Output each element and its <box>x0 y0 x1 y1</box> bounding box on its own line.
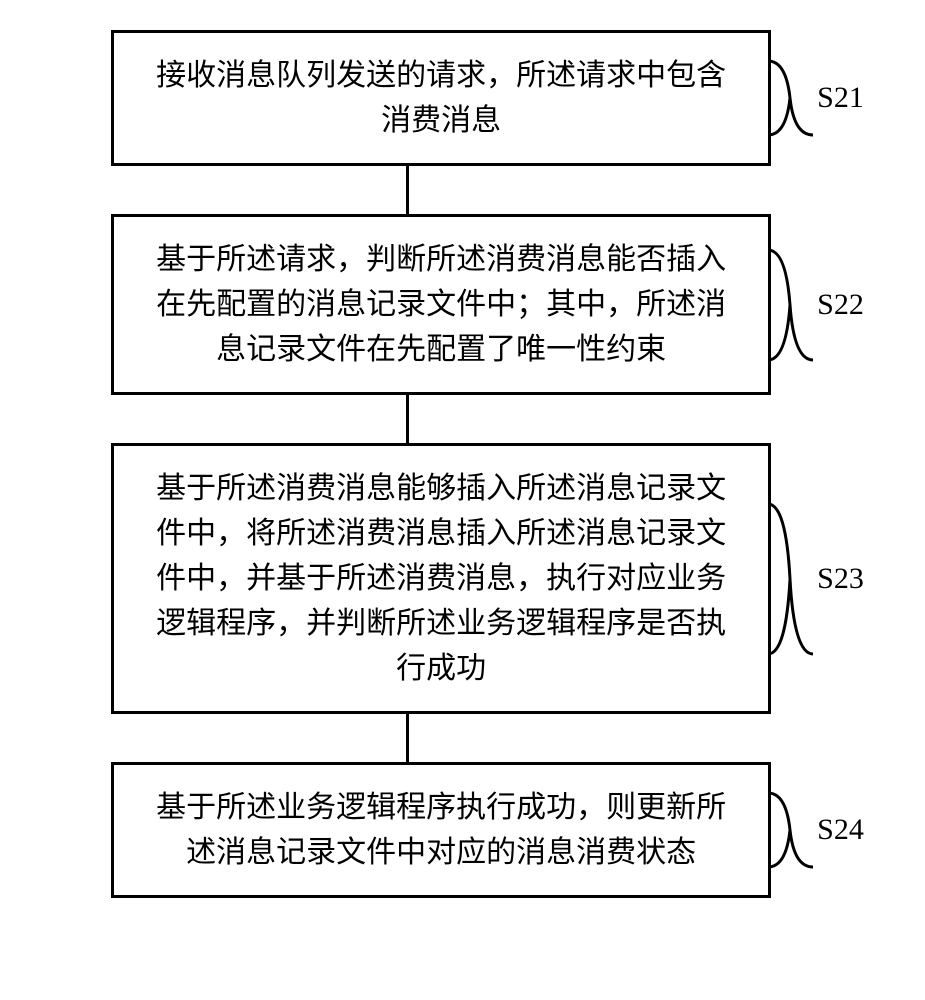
step-text: 基于所述消费消息能够插入所述消息记录文件中，将所述消费消息插入所述消息记录文件中… <box>156 472 726 685</box>
step-box-1: 接收消息队列发送的请求，所述请求中包含消费消息 <box>111 30 771 166</box>
step-text: 基于所述业务逻辑程序执行成功，则更新所述消息记录文件中对应的消息消费状态 <box>156 791 726 869</box>
connector-3 <box>406 714 409 762</box>
line-segment <box>406 166 409 214</box>
step-label: S22 <box>817 288 864 322</box>
step-wrapper-1: 接收消息队列发送的请求，所述请求中包含消费消息 S21 <box>30 30 895 166</box>
curve-icon <box>768 489 813 669</box>
curve-icon <box>768 53 813 143</box>
step-wrapper-4: 基于所述业务逻辑程序执行成功，则更新所述消息记录文件中对应的消息消费状态 S24 <box>30 762 895 898</box>
step-box-2: 基于所述请求，判断所述消费消息能否插入在先配置的消息记录文件中；其中，所述消息记… <box>111 214 771 395</box>
step-box-4: 基于所述业务逻辑程序执行成功，则更新所述消息记录文件中对应的消息消费状态 <box>111 762 771 898</box>
label-connector-2: S22 <box>768 240 864 370</box>
label-connector-1: S21 <box>768 53 864 143</box>
label-connector-4: S24 <box>768 785 864 875</box>
connector-1 <box>406 166 409 214</box>
curve-icon <box>768 240 813 370</box>
step-label: S21 <box>817 81 864 115</box>
step-box-3: 基于所述消费消息能够插入所述消息记录文件中，将所述消费消息插入所述消息记录文件中… <box>111 443 771 714</box>
step-text: 接收消息队列发送的请求，所述请求中包含消费消息 <box>156 59 726 137</box>
flowchart-container: 接收消息队列发送的请求，所述请求中包含消费消息 S21 基于所述请求，判断所述消… <box>30 30 895 898</box>
step-text: 基于所述请求，判断所述消费消息能否插入在先配置的消息记录文件中；其中，所述消息记… <box>156 243 726 366</box>
line-segment <box>406 395 409 443</box>
step-label: S23 <box>817 562 864 596</box>
step-wrapper-3: 基于所述消费消息能够插入所述消息记录文件中，将所述消费消息插入所述消息记录文件中… <box>30 443 895 714</box>
label-connector-3: S23 <box>768 489 864 669</box>
connector-2 <box>406 395 409 443</box>
step-label: S24 <box>817 813 864 847</box>
curve-icon <box>768 785 813 875</box>
step-wrapper-2: 基于所述请求，判断所述消费消息能否插入在先配置的消息记录文件中；其中，所述消息记… <box>30 214 895 395</box>
line-segment <box>406 714 409 762</box>
